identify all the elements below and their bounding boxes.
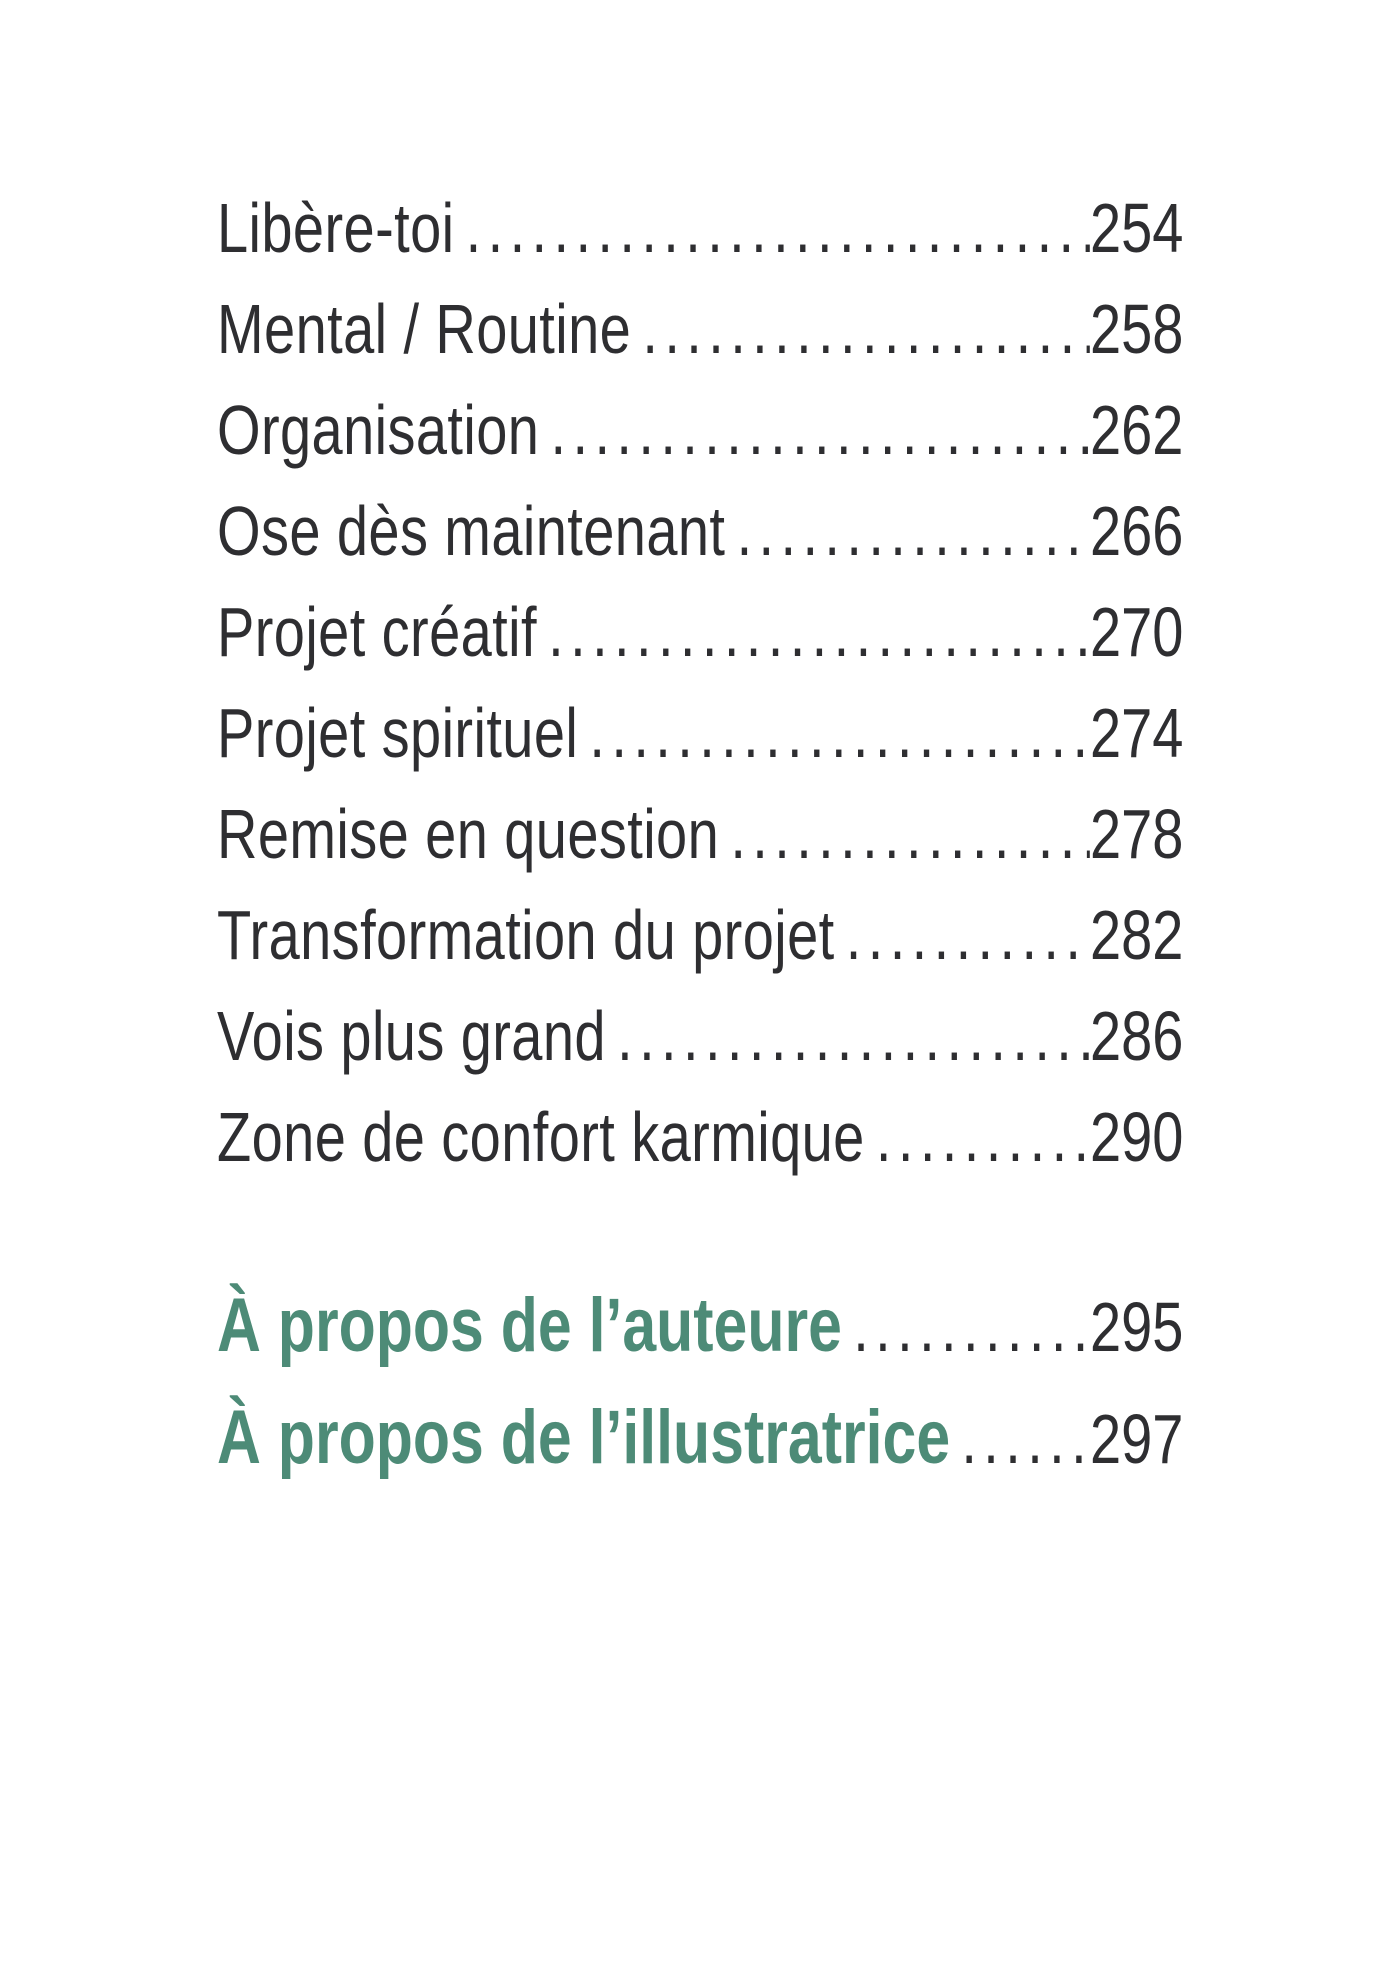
toc-row: Projet créatif 270 xyxy=(217,582,1183,683)
toc-chapter-list: Libère-toi 254 Mental / Routine 258 Orga… xyxy=(217,178,1183,1188)
dot-leader xyxy=(725,481,1090,582)
dot-leader xyxy=(719,784,1090,885)
toc-row: Remise en question 278 xyxy=(217,784,1183,885)
dot-leader xyxy=(631,279,1090,380)
toc-row: Mental / Routine 258 xyxy=(217,279,1183,380)
toc-entry-label: Remise en question xyxy=(217,795,720,873)
dot-leader xyxy=(842,1271,1090,1383)
dot-leader xyxy=(950,1383,1090,1495)
toc-row: Organisation 262 xyxy=(217,380,1183,481)
page-number: 278 xyxy=(1089,795,1184,873)
page-number: 274 xyxy=(1089,694,1184,772)
dot-leader xyxy=(537,582,1090,683)
toc-row: Vois plus grand 286 xyxy=(217,986,1183,1087)
page-number: 282 xyxy=(1089,896,1184,974)
toc-entry-label: Projet créatif xyxy=(217,593,537,671)
page-number: 254 xyxy=(1089,189,1184,267)
page-number: 262 xyxy=(1089,391,1184,469)
dot-leader xyxy=(539,380,1090,481)
toc-entry-label: Mental / Routine xyxy=(217,290,632,368)
toc-about-list: À propos de l’auteure 295 À propos de l’… xyxy=(217,1270,1183,1494)
dot-leader xyxy=(454,178,1090,279)
toc-entry-label: Organisation xyxy=(217,391,540,469)
page-number: 286 xyxy=(1089,997,1184,1075)
toc-row: Libère-toi 254 xyxy=(217,178,1183,279)
toc-row: Zone de confort karmique 290 xyxy=(217,1087,1183,1188)
toc-entry-label: À propos de l’auteure xyxy=(217,1283,842,1368)
toc-entry-label: Zone de confort karmique xyxy=(217,1098,865,1176)
toc-entry-label: Libère-toi xyxy=(217,189,455,267)
dot-leader xyxy=(606,986,1090,1087)
dot-leader xyxy=(578,683,1090,784)
toc-row: Transformation du projet 282 xyxy=(217,885,1183,986)
toc-entry-label: Vois plus grand xyxy=(217,997,606,1075)
page-number: 290 xyxy=(1089,1098,1184,1176)
dot-leader xyxy=(865,1087,1090,1188)
page-number: 295 xyxy=(1089,1288,1184,1366)
page-number: 270 xyxy=(1089,593,1184,671)
toc-row: À propos de l’illustratrice 297 xyxy=(217,1382,1183,1494)
toc-row: Projet spirituel 274 xyxy=(217,683,1183,784)
toc-entry-label: Transformation du projet xyxy=(217,896,835,974)
toc-row: Ose dès maintenant 266 xyxy=(217,481,1183,582)
toc-entry-label: Projet spirituel xyxy=(217,694,579,772)
dot-leader xyxy=(835,885,1090,986)
page-number: 258 xyxy=(1089,290,1184,368)
toc-entry-label: Ose dès maintenant xyxy=(217,492,726,570)
page-number: 297 xyxy=(1089,1400,1184,1478)
table-of-contents: Libère-toi 254 Mental / Routine 258 Orga… xyxy=(217,0,1183,1494)
toc-row: À propos de l’auteure 295 xyxy=(217,1270,1183,1382)
page-number: 266 xyxy=(1089,492,1184,570)
toc-entry-label: À propos de l’illustratrice xyxy=(217,1395,951,1480)
